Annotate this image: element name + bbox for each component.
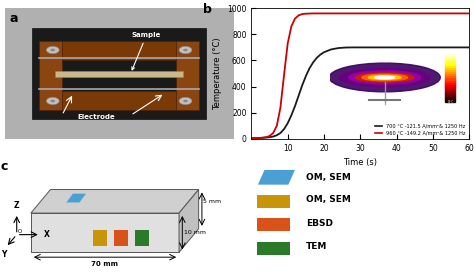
Text: 70 mm: 70 mm	[91, 262, 118, 268]
Text: EBSD: EBSD	[306, 219, 333, 228]
Text: O: O	[18, 229, 22, 234]
Bar	[257, 218, 290, 231]
Bar	[257, 242, 290, 255]
Y-axis label: Temperature (°C): Temperature (°C)	[212, 37, 221, 110]
Bar	[176, 41, 199, 110]
Text: b: b	[203, 3, 212, 16]
Bar	[257, 195, 290, 208]
Text: c: c	[0, 160, 8, 173]
Text: a: a	[9, 12, 18, 25]
Polygon shape	[179, 189, 199, 252]
Circle shape	[179, 97, 192, 105]
Bar	[135, 230, 149, 247]
Text: 5 mm: 5 mm	[203, 199, 221, 204]
Text: Z: Z	[14, 201, 19, 210]
Circle shape	[46, 97, 59, 105]
Bar	[114, 230, 128, 247]
Text: Y: Y	[1, 250, 6, 259]
Circle shape	[46, 46, 59, 54]
Circle shape	[51, 100, 55, 102]
Polygon shape	[31, 213, 179, 252]
Text: OM, SEM: OM, SEM	[306, 195, 351, 204]
Circle shape	[183, 49, 188, 51]
Text: OM, SEM: OM, SEM	[306, 173, 351, 182]
Text: TEM: TEM	[306, 242, 327, 251]
Text: X: X	[44, 230, 50, 239]
X-axis label: Time (s): Time (s)	[343, 158, 377, 167]
Bar	[39, 41, 62, 110]
Legend: 700 °C -121.5 A/mm²& 1250 Hz, 960 °C -149.2 A/mm²& 1250 Hz: 700 °C -121.5 A/mm²& 1250 Hz, 960 °C -14…	[374, 123, 467, 136]
Bar	[93, 230, 107, 247]
Bar	[39, 41, 199, 61]
Bar	[39, 91, 199, 110]
Bar	[55, 71, 183, 78]
Polygon shape	[258, 170, 295, 185]
Polygon shape	[31, 189, 199, 213]
Text: Electrode: Electrode	[77, 114, 115, 120]
Circle shape	[179, 46, 192, 54]
Bar	[32, 28, 206, 119]
Circle shape	[183, 100, 188, 102]
Text: Sample: Sample	[132, 32, 161, 70]
Circle shape	[51, 49, 55, 51]
Polygon shape	[66, 194, 86, 203]
Text: 10 mm: 10 mm	[184, 230, 207, 235]
